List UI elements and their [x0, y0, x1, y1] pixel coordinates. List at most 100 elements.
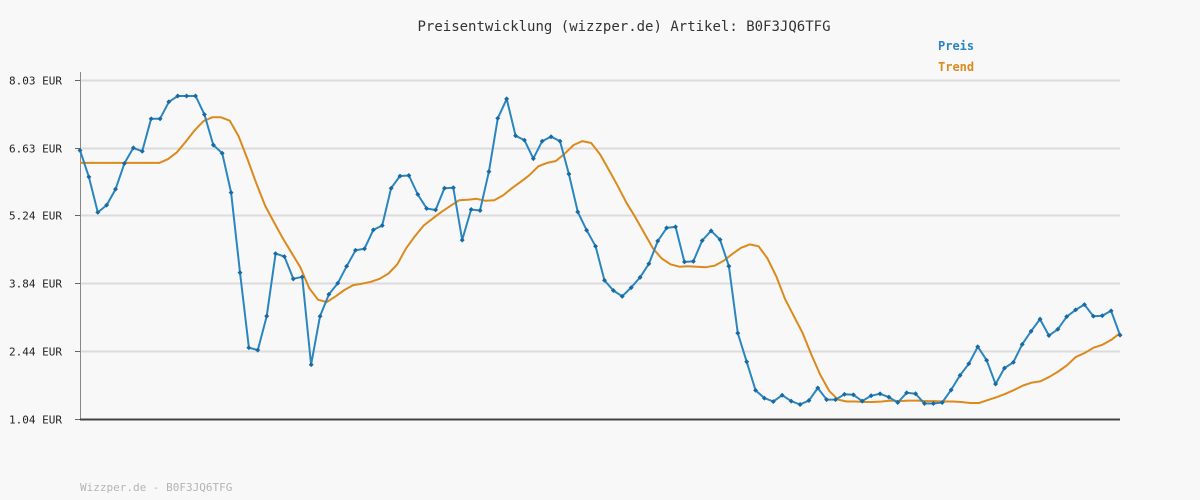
- y-tick-label: 3.84 EUR: [9, 278, 62, 291]
- data-point-preis: [513, 133, 519, 139]
- series-line-preis: [79, 95, 1121, 406]
- data-point-preis: [255, 347, 261, 353]
- data-point-preis: [77, 147, 83, 153]
- data-point-preis: [735, 330, 741, 336]
- data-point-preis: [184, 93, 190, 99]
- data-point-preis: [139, 148, 145, 154]
- data-point-preis: [673, 224, 679, 230]
- data-point-preis: [699, 238, 705, 244]
- data-point-preis: [201, 111, 207, 117]
- data-point-preis: [246, 345, 252, 351]
- data-point-preis: [468, 207, 474, 212]
- data-point-preis: [317, 313, 323, 319]
- data-point-preis: [273, 251, 279, 257]
- y-tick-label: 5.24 EUR: [9, 210, 62, 223]
- data-point-preis: [833, 397, 839, 403]
- y-tick-label: 8.03 EUR: [9, 75, 62, 88]
- data-point-preis: [939, 400, 945, 406]
- data-point-preis: [628, 285, 634, 291]
- data-point-preis: [753, 387, 759, 393]
- data-point-preis: [770, 399, 776, 405]
- data-point-preis: [175, 93, 181, 99]
- data-point-preis: [95, 209, 101, 215]
- data-point-preis: [913, 391, 919, 397]
- data-point-preis: [166, 99, 172, 105]
- data-point-preis: [797, 402, 803, 407]
- data-point-preis: [637, 274, 643, 280]
- data-point-preis: [86, 174, 92, 180]
- data-point-preis: [237, 270, 243, 276]
- data-point-preis: [441, 185, 447, 191]
- data-point-preis: [779, 392, 785, 398]
- legend-preis: Preis: [938, 39, 975, 53]
- data-point-preis: [1010, 359, 1016, 365]
- y-axis-ticks: 8.03 EUR 6.63 EUR 5.24 EUR 3.84 EUR 2.44 EUR…: [9, 75, 80, 427]
- data-point-preis: [210, 142, 216, 148]
- data-point-preis: [361, 246, 367, 252]
- data-point-preis: [104, 202, 110, 208]
- data-point-preis: [406, 173, 412, 178]
- data-point-preis: [646, 261, 652, 267]
- y-tick-label: 1.04 EUR: [9, 414, 62, 427]
- data-point-preis: [930, 401, 936, 406]
- data-point-preis: [868, 393, 874, 399]
- data-point-preis: [824, 397, 830, 403]
- data-point-preis: [601, 277, 607, 283]
- y-tick-label: 6.63 EUR: [9, 143, 62, 156]
- data-point-preis: [486, 169, 492, 175]
- series-lines: [79, 95, 1121, 406]
- data-point-preis: [681, 259, 687, 265]
- data-point-preis: [566, 171, 572, 177]
- data-point-preis: [788, 398, 794, 404]
- data-point-preis: [895, 400, 901, 405]
- data-point-preis: [450, 185, 456, 191]
- data-point-preis: [228, 190, 234, 196]
- data-point-preis: [219, 150, 225, 156]
- data-point-preis: [353, 247, 359, 253]
- data-points: [77, 93, 1123, 407]
- data-point-preis: [539, 138, 545, 144]
- data-point-preis: [610, 288, 616, 293]
- data-point-preis: [521, 137, 527, 143]
- data-point-preis: [335, 280, 341, 286]
- data-point-preis: [877, 391, 883, 397]
- data-point-preis: [326, 291, 332, 297]
- data-point-preis: [557, 138, 563, 144]
- data-point-preis: [113, 186, 119, 192]
- data-point-preis: [921, 401, 927, 406]
- data-point-preis: [424, 206, 430, 211]
- data-point-preis: [957, 372, 963, 378]
- legend-trend: Trend: [938, 60, 975, 74]
- data-point-preis: [193, 93, 199, 99]
- data-point-preis: [130, 145, 136, 151]
- data-point-preis: [379, 223, 385, 228]
- data-point-preis: [157, 116, 163, 122]
- data-point-preis: [264, 313, 270, 319]
- data-point-preis: [1046, 333, 1052, 339]
- data-point-preis: [975, 344, 981, 350]
- data-point-preis: [850, 392, 856, 398]
- data-point-preis: [966, 361, 972, 367]
- y-tick-label: 2.44 EUR: [9, 346, 62, 359]
- footer-credit: Wizzper.de - B0F3JQ6TFG: [80, 481, 233, 494]
- data-point-preis: [726, 263, 732, 269]
- data-point-preis: [690, 258, 696, 264]
- data-point-preis: [815, 385, 821, 391]
- data-point-preis: [388, 185, 394, 191]
- series-line-trend: [80, 116, 1121, 404]
- data-point-preis: [308, 362, 314, 368]
- data-point-preis: [761, 395, 767, 401]
- data-point-preis: [290, 276, 296, 282]
- data-point-preis: [477, 208, 483, 213]
- data-point-preis: [459, 237, 465, 243]
- data-point-preis: [841, 391, 847, 397]
- data-point-preis: [744, 359, 750, 365]
- grid-lines: [80, 79, 1120, 353]
- data-point-preis: [148, 116, 154, 122]
- data-point-preis: [1108, 308, 1114, 314]
- data-point-preis: [1090, 313, 1096, 319]
- data-point-preis: [415, 191, 421, 197]
- axes: [80, 72, 1120, 421]
- chart-title: Preisentwicklung (wizzper.de) Artikel: B…: [417, 19, 831, 35]
